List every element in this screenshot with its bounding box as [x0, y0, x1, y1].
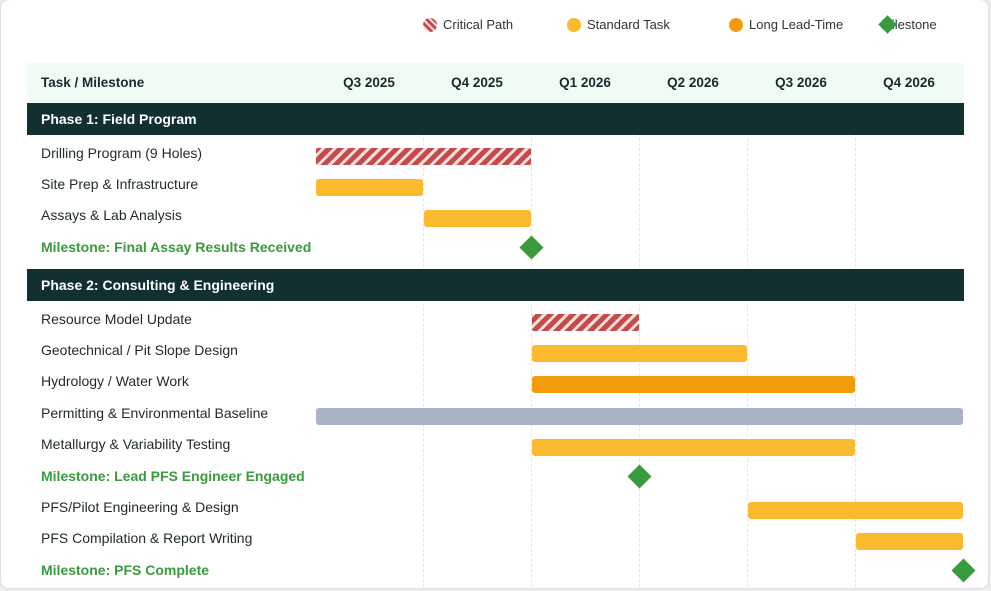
task-bar-geotechnical-pit-slope-design — [532, 345, 747, 362]
timeline-header: Task / Milestone Q3 2025 Q4 2025 Q1 2026 Q2… — [27, 63, 964, 103]
critical-path-swatch-icon — [423, 17, 437, 32]
task-bar-drilling-program-9-holes — [316, 147, 531, 165]
legend-item-long-lead-time: Long Lead-Time — [729, 17, 843, 32]
task-label-geotechnical-pit-slope-design: Geotechnical / Pit Slope Design — [41, 342, 238, 358]
task-column-header: Task / Milestone — [41, 75, 145, 90]
task-bar-hydrology-water-work — [532, 376, 855, 394]
task-bar-metallurgy-variability-testing — [532, 439, 855, 457]
milestone-diamond-icon — [626, 464, 652, 489]
legend-label: Milestone — [881, 17, 937, 32]
period-header-q4-2025: Q4 2025 — [451, 75, 503, 90]
task-label-hydrology-water-work: Hydrology / Water Work — [41, 373, 189, 390]
task-bar-permitting-environmental-baseline — [316, 407, 963, 425]
task-label-pfs-compilation-report-writing: PFS Compilation & Report Writing — [41, 530, 253, 547]
milestone-label-milestone-lead-pfs-engineer-engaged: Milestone: Lead PFS Engineer Engaged — [41, 467, 305, 484]
standard-task-swatch-icon — [567, 17, 581, 32]
legend-label: Long Lead-Time — [749, 17, 844, 32]
task-label-metallurgy-variability-testing: Metallurgy & Variability Testing — [41, 436, 231, 453]
legend-item-milestone: Milestone — [878, 15, 937, 34]
task-label-pfs-pilot-engineering-design: PFS/Pilot Engineering & Design — [41, 499, 239, 515]
gridline — [531, 103, 532, 588]
gridline — [747, 103, 748, 588]
task-label-resource-model-update: Resource Model Update — [41, 310, 192, 327]
period-header-q1-2026: Q1 2026 — [559, 75, 611, 90]
milestone-diamond-icon — [518, 235, 544, 260]
task-label-permitting-environmental-baseline: Permitting & Environmental Baseline — [41, 404, 269, 421]
chart-legend: Critical Path Standard Task Long Lead-Time… — [1, 0, 988, 52]
task-bar-pfs-compilation-report-writing — [856, 533, 963, 551]
task-label-assays-lab-analysis: Assays & Lab Analysis — [41, 207, 182, 224]
legend-label: Critical Path — [443, 17, 514, 32]
period-header-q4-2026: Q4 2026 — [883, 75, 935, 90]
task-label-drilling-program-9-holes: Drilling Program (9 Holes) — [41, 144, 203, 161]
task-label-site-prep-infrastructure: Site Prep & Infrastructure — [41, 175, 199, 192]
phase-header-2: Phase 2: Consulting & Engineering — [27, 269, 964, 302]
gridline — [855, 103, 856, 588]
milestone-diamond-icon — [950, 558, 976, 583]
milestone-label-milestone-final-assay-results-received: Milestone: Final Assay Results Received — [41, 238, 312, 255]
task-bar-resource-model-update — [532, 313, 639, 331]
long-lead-time-swatch-icon — [729, 17, 743, 32]
legend-item-standard-task: Standard Task — [567, 17, 670, 32]
milestone-label-milestone-pfs-complete: Milestone: PFS Complete — [41, 561, 210, 578]
gridline — [423, 103, 424, 588]
task-bar-assays-lab-analysis — [424, 210, 531, 228]
period-header-q3-2026: Q3 2026 — [775, 75, 827, 90]
task-bar-site-prep-infrastructure — [316, 178, 423, 196]
legend-label: Standard Task — [587, 17, 670, 32]
legend-item-critical-path: Critical Path — [423, 17, 513, 32]
period-header-q3-2025: Q3 2025 — [343, 75, 395, 90]
task-bar-pfs-pilot-engineering-design — [748, 502, 963, 519]
phase-header-1: Phase 1: Field Program — [27, 103, 964, 135]
period-header-q2-2026: Q2 2026 — [667, 75, 719, 90]
